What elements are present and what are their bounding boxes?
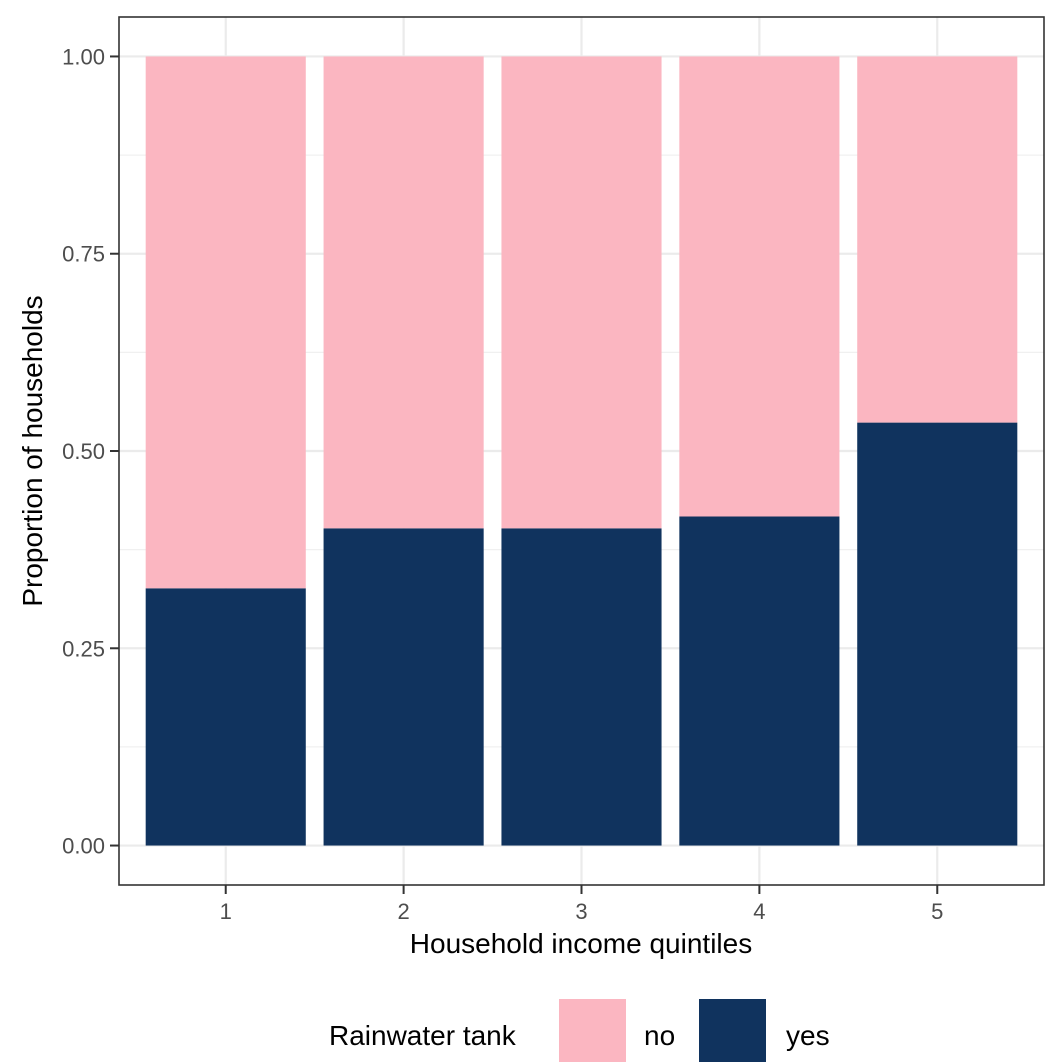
legend-label-yes: yes: [786, 1020, 830, 1051]
y-axis-title: Proportion of households: [17, 295, 48, 606]
y-tick-label: 0.00: [62, 834, 105, 859]
bar-no-2: [323, 56, 484, 529]
y-tick-label: 0.25: [62, 636, 105, 661]
bar-no-1: [145, 56, 306, 589]
bar-yes-4: [679, 516, 840, 846]
bar-no-3: [501, 56, 662, 529]
x-tick-label: 5: [931, 899, 943, 924]
legend-title: Rainwater tank: [329, 1020, 517, 1051]
bar-yes-5: [857, 422, 1018, 846]
bars: [145, 56, 1018, 846]
legend-label-no: no: [644, 1020, 675, 1051]
x-tick-label: 3: [575, 899, 587, 924]
legend: Rainwater tank no yes: [329, 999, 830, 1062]
y-tick-label: 0.50: [62, 439, 105, 464]
bar-yes-1: [145, 588, 306, 846]
x-tick-label: 4: [753, 899, 765, 924]
bar-yes-2: [323, 528, 484, 846]
y-tick-label: 1.00: [62, 44, 105, 69]
bar-no-5: [857, 56, 1018, 423]
bar-yes-3: [501, 528, 662, 846]
bar-no-4: [679, 56, 840, 517]
x-tick-label: 1: [220, 899, 232, 924]
x-tick-label: 2: [397, 899, 409, 924]
x-axis: 1 2 3 4 5: [220, 885, 943, 924]
y-axis: 0.00 0.25 0.50 0.75 1.00: [62, 44, 119, 859]
legend-swatch-no: [559, 999, 626, 1062]
y-tick-label: 0.75: [62, 242, 105, 267]
x-axis-title: Household income quintiles: [410, 928, 752, 959]
legend-swatch-yes: [699, 999, 766, 1062]
